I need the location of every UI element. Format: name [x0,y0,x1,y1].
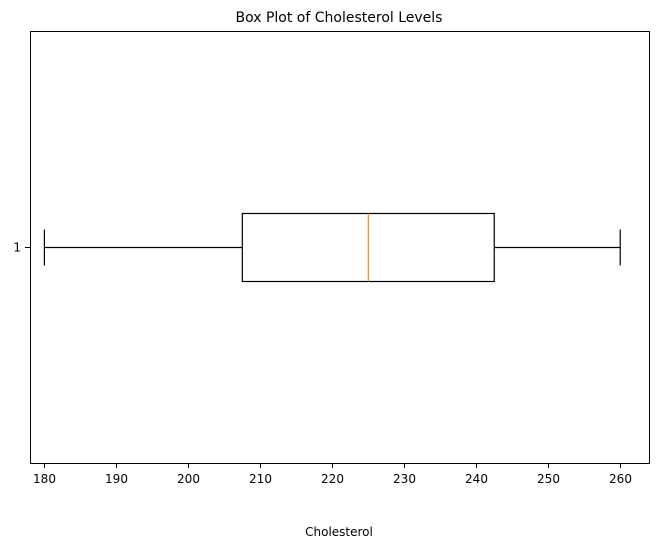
chart-title: Box Plot of Cholesterol Levels [236,10,443,26]
x-tick-label-210: 210 [249,472,272,486]
y-tick-label-1: 1 [13,241,21,255]
x-axis-ticks: 180 190 200 210 220 230 240 250 260 [33,463,632,486]
box-plot-series-1 [43,212,621,283]
x-tick-label-190: 190 [105,472,128,486]
y-axis-ticks: 1 [13,241,30,255]
x-tick-label-260: 260 [609,472,632,486]
x-axis-label: Cholesterol [305,525,373,539]
x-tick-label-250: 250 [537,472,560,486]
box-plot-marks [43,212,621,283]
x-tick-label-230: 230 [393,472,416,486]
x-tick-label-200: 200 [177,472,200,486]
x-tick-label-180: 180 [33,472,56,486]
x-tick-label-220: 220 [321,472,344,486]
x-tick-label-240: 240 [465,472,488,486]
